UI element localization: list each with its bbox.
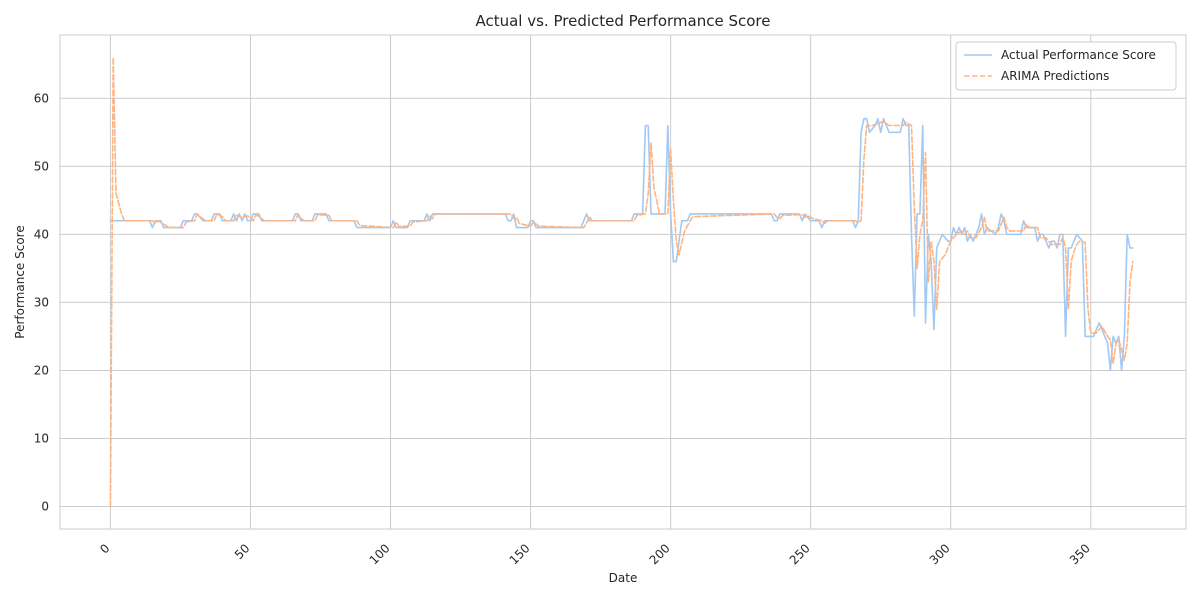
y-tick-label: 20 [34, 363, 49, 377]
y-tick-label: 10 [34, 432, 49, 446]
legend: Actual Performance Score ARIMA Predictio… [955, 41, 1177, 91]
plot-background [60, 35, 1186, 529]
series-line-predicted [109, 56, 1134, 508]
plot-border [59, 34, 1187, 530]
y-tick-label: 0 [41, 500, 49, 514]
y-tick-label: 30 [34, 295, 49, 309]
series-layer [109, 56, 1134, 508]
y-tick-label: 50 [34, 159, 49, 173]
x-axis-label: Date [609, 571, 638, 585]
y-tick-label: 60 [34, 91, 49, 105]
y-tick-label: 40 [34, 227, 49, 241]
legend-label-predicted: ARIMA Predictions [1001, 69, 1109, 83]
y-axis-label: Performance Score [13, 225, 27, 338]
legend-label-actual: Actual Performance Score [1001, 48, 1156, 62]
legend-box [955, 41, 1177, 91]
grid-lines [60, 35, 1186, 529]
chart-title: Actual vs. Predicted Performance Score [475, 12, 770, 30]
plot-area [59, 34, 1187, 530]
